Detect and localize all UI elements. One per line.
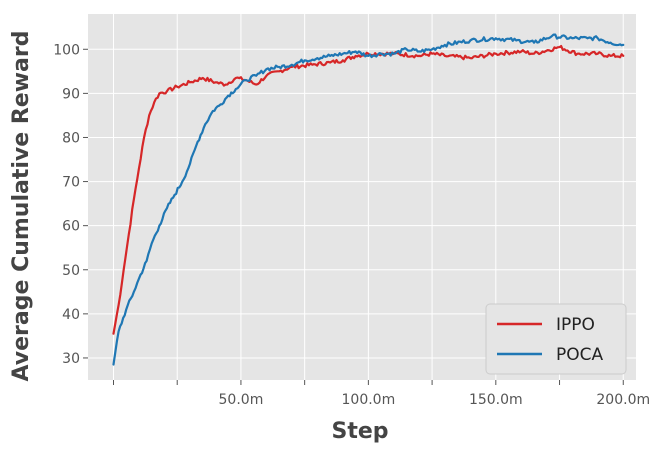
y-axis-title: Average Cumulative Reward: [9, 31, 34, 382]
legend-label-poca: POCA: [556, 345, 604, 365]
legend-label-ippo: IPPO: [556, 315, 595, 335]
y-tick-label: 70: [62, 175, 80, 191]
y-tick-label: 40: [62, 307, 80, 323]
x-axis-ticks: 50.0m 100.0m 150.0m 200.0m: [112, 380, 650, 408]
x-tick-label: 150.0m: [469, 392, 523, 408]
x-tick-label: 200.0m: [596, 392, 650, 408]
y-axis-ticks: 30 40 50 60 70 80 90 100: [53, 42, 88, 367]
y-tick-label: 80: [62, 130, 80, 146]
series-lines: [112, 33, 625, 366]
x-tick-label: 50.0m: [219, 392, 264, 408]
series-line-ippo: [112, 44, 625, 335]
y-tick-label: 90: [62, 86, 80, 102]
y-tick-label: 100: [53, 42, 80, 58]
legend-box: [485, 303, 627, 375]
y-tick-label: 60: [62, 219, 80, 235]
y-tick-label: 30: [62, 351, 80, 367]
x-axis-title: Step: [331, 419, 388, 444]
y-tick-label: 50: [62, 263, 80, 279]
x-tick-label: 100.0m: [342, 392, 396, 408]
series-line-poca: [112, 33, 625, 366]
legend: IPPO POCA: [485, 303, 627, 375]
